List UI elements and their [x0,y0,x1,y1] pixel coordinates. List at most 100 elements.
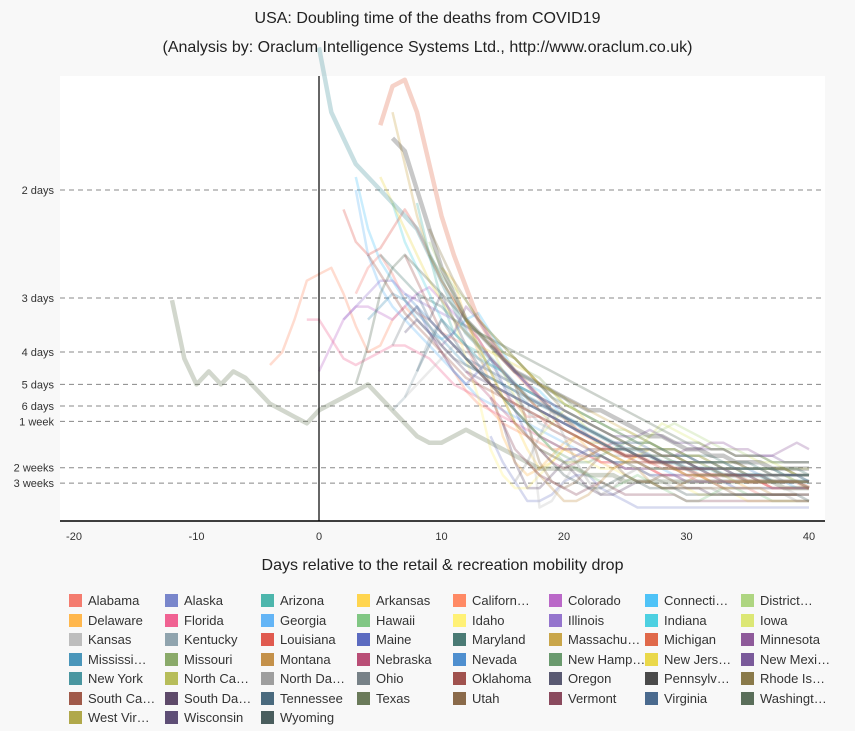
legend-label: North Ca… [184,671,250,686]
legend-item[interactable]: Tennessee [261,691,357,707]
legend-label: Oregon [568,671,612,686]
legend-label: New Hamp… [568,651,646,667]
legend-item[interactable]: Washingt… [741,691,837,707]
legend-item[interactable]: Missouri [165,652,261,668]
legend-label: Georgia [280,612,327,628]
legend-item[interactable]: Illinois [549,613,645,629]
legend-item[interactable]: Californ… [453,593,549,609]
legend-label: Massachu… [568,632,641,647]
legend-item[interactable]: Indiana [645,613,741,629]
legend-item[interactable]: Oklahoma [453,671,549,687]
legend-item[interactable]: Iowa [741,613,837,629]
legend-item[interactable]: Michigan [645,632,741,648]
legend-item[interactable]: Nevada [453,652,549,668]
series-line-minnesota [440,305,810,457]
legend-item[interactable]: North Ca… [165,671,261,687]
series-line-california [269,266,809,490]
legend-item[interactable]: Vermont [549,691,645,707]
series-line-maryland [379,253,810,477]
legend-label: Illinois [568,612,605,628]
series-line-vermont [489,396,809,503]
series-line-north-dakota [513,409,809,503]
legend-item[interactable]: Kansas [69,632,165,648]
legend-item[interactable]: New York [69,671,165,687]
legend-item[interactable]: Hawaii [357,613,453,629]
legend-label: Washingt… [760,690,827,706]
series-line-arkansas [440,266,810,490]
legend-swatch-icon [261,633,274,646]
legend-item[interactable]: Ohio [357,671,453,687]
legend-item[interactable]: District… [741,593,837,609]
series-line-kansas [403,344,809,509]
legend-item[interactable]: Pennsylv… [645,671,741,687]
series-line-texas [169,299,809,491]
legend-item[interactable]: New Hamp… [549,652,645,668]
legend-item[interactable]: Connecti… [645,593,741,609]
legend-item[interactable]: West Vir… [69,710,165,726]
y-tick-label: 4 days [22,347,55,359]
legend-item[interactable]: Maryland [453,632,549,648]
legend-item[interactable]: Wisconsin [165,710,261,726]
legend-item[interactable]: Mississi… [69,652,165,668]
legend-item[interactable]: Maine [357,632,453,648]
legend-label: New York [88,671,143,686]
legend-item[interactable]: Delaware [69,613,165,629]
legend-swatch-icon [357,652,370,666]
legend-label: Minnesota [760,632,820,647]
series-line-michigan [378,77,811,491]
legend-item[interactable]: Arkansas [357,593,453,609]
legend-label: District… [760,593,813,608]
legend-item[interactable]: South Ca… [69,691,165,707]
legend-swatch-icon [69,594,82,607]
legend-swatch-icon [741,652,754,666]
legend-swatch-icon [261,691,274,705]
legend-swatch-icon [645,691,658,705]
legend-label: Colorado [568,593,621,608]
legend-label: Hawaii [376,612,416,628]
legend-label: Oklahoma [472,671,532,686]
legend-swatch-icon [549,633,562,646]
legend-item[interactable]: Idaho [453,613,549,629]
legend-swatch-icon [549,691,562,705]
legend-item[interactable]: Nebraska [357,652,453,668]
legend-label: Indiana [664,612,707,628]
legend-item[interactable]: Massachu… [549,632,645,648]
legend-swatch-icon [357,613,370,627]
legend-item[interactable]: Kentucky [165,632,261,648]
legend-item[interactable]: Wyoming [261,710,357,726]
legend-swatch-icon [261,672,274,685]
legend-item[interactable]: Colorado [549,593,645,609]
legend-item[interactable]: New Mexi… [741,652,837,668]
chart-title: USA: Doubling time of the deaths from CO… [254,10,601,27]
y-tick-label: 3 days [22,293,55,305]
legend-swatch-icon [357,672,370,685]
legend-item[interactable]: New Jers… [645,652,741,668]
chart-subtitle: (Analysis by: Oraclum Intelligence Syste… [162,39,693,56]
legend-item[interactable]: Virginia [645,691,741,707]
legend-item[interactable]: Texas [357,691,453,707]
legend-item[interactable]: South Da… [165,691,261,707]
legend-item[interactable]: Georgia [261,613,357,629]
legend-item[interactable]: Alaska [165,593,261,609]
legend-item[interactable]: Louisiana [261,632,357,648]
legend-item[interactable]: Arizona [261,593,357,609]
legend-item[interactable]: Alabama [69,593,165,609]
legend-item[interactable]: Florida [165,613,261,629]
series-line-south-carolina [366,254,810,490]
legend-item[interactable]: Utah [453,691,549,707]
legend-item[interactable]: Oregon [549,671,645,687]
legend-swatch-icon [261,652,274,666]
legend-label: Pennsylv… [664,671,730,686]
legend-item[interactable]: North Da… [261,671,357,687]
legend-item[interactable]: Montana [261,652,357,668]
legend-swatch-icon [261,594,274,607]
series-line-alabama [354,253,797,496]
legend-label: Louisiana [280,632,336,647]
legend-label: New Jers… [664,651,732,667]
series-line-new-hampshire [465,357,809,477]
legend-item[interactable]: Minnesota [741,632,837,648]
legend-label: Idaho [472,612,505,628]
series-line-maine [403,305,809,490]
legend-item[interactable]: Rhode Is… [741,671,837,687]
series-line-iowa [489,344,809,470]
